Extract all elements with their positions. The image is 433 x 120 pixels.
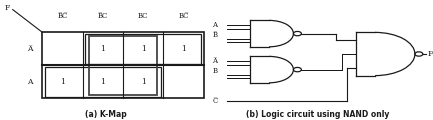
Text: A̅: A̅: [212, 57, 217, 65]
Text: BC̅: BC̅: [178, 12, 189, 20]
Bar: [89, 36, 157, 95]
Text: A: A: [27, 78, 32, 86]
Text: 1: 1: [141, 78, 145, 86]
Text: (a) K-Map: (a) K-Map: [85, 110, 127, 119]
Text: BC: BC: [138, 12, 149, 20]
Text: (b) Logic circuit using NAND only: (b) Logic circuit using NAND only: [246, 110, 390, 119]
Text: 1: 1: [181, 45, 186, 53]
Text: C̅: C̅: [212, 97, 217, 105]
Text: F: F: [4, 4, 10, 12]
Bar: [85, 34, 201, 64]
Text: 1: 1: [100, 78, 105, 86]
Text: B̅C: B̅C: [98, 12, 108, 20]
Text: 1: 1: [60, 78, 65, 86]
Text: A̅: A̅: [27, 45, 32, 53]
Bar: [42, 32, 204, 98]
Text: A: A: [212, 21, 217, 29]
Text: 1: 1: [141, 45, 145, 53]
Text: B̅C̅: B̅C̅: [58, 12, 68, 20]
Text: B̅: B̅: [212, 31, 217, 39]
Bar: [45, 67, 161, 97]
Text: F: F: [427, 50, 433, 58]
Text: 1: 1: [100, 45, 105, 53]
Text: B: B: [212, 67, 217, 75]
